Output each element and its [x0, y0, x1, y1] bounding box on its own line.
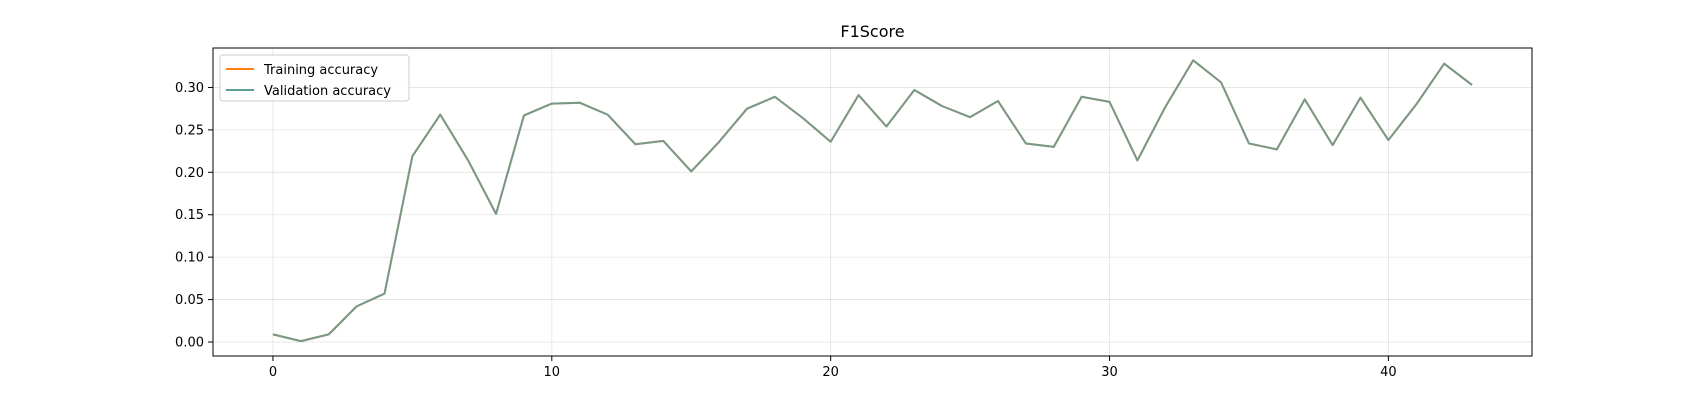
legend-label-training: Training accuracy	[263, 63, 378, 78]
legend-box	[219, 54, 410, 102]
y-tick-label: 0.10	[175, 251, 204, 266]
x-tick-label: 20	[822, 365, 839, 380]
y-tick-label: 0.30	[175, 81, 204, 96]
grid-lines	[213, 48, 1532, 356]
y-tick-label: 0.20	[175, 166, 204, 181]
plot-frame	[212, 47, 1533, 357]
axis-ticks: 0 10 20 30 40 0.00 0.05 0.10 0.15 0.20 0.25 0.30	[175, 81, 1397, 380]
chart-title: F1Score	[840, 22, 904, 41]
y-tick-label: 0.05	[175, 293, 204, 308]
series-line-validation	[272, 59, 1473, 343]
y-tick-label: 0.15	[175, 208, 204, 223]
y-tick-label: 0.00	[175, 336, 204, 351]
legend-label-validation: Validation accuracy	[264, 84, 391, 99]
x-tick-label: 40	[1380, 365, 1397, 380]
x-tick-label: 30	[1101, 365, 1118, 380]
series-lines	[272, 59, 1473, 343]
x-tick-label: 10	[544, 365, 561, 380]
x-tick-label: 0	[269, 365, 277, 380]
y-tick-label: 0.25	[175, 123, 204, 138]
legend: Training accuracy Validation accuracy	[219, 54, 410, 102]
